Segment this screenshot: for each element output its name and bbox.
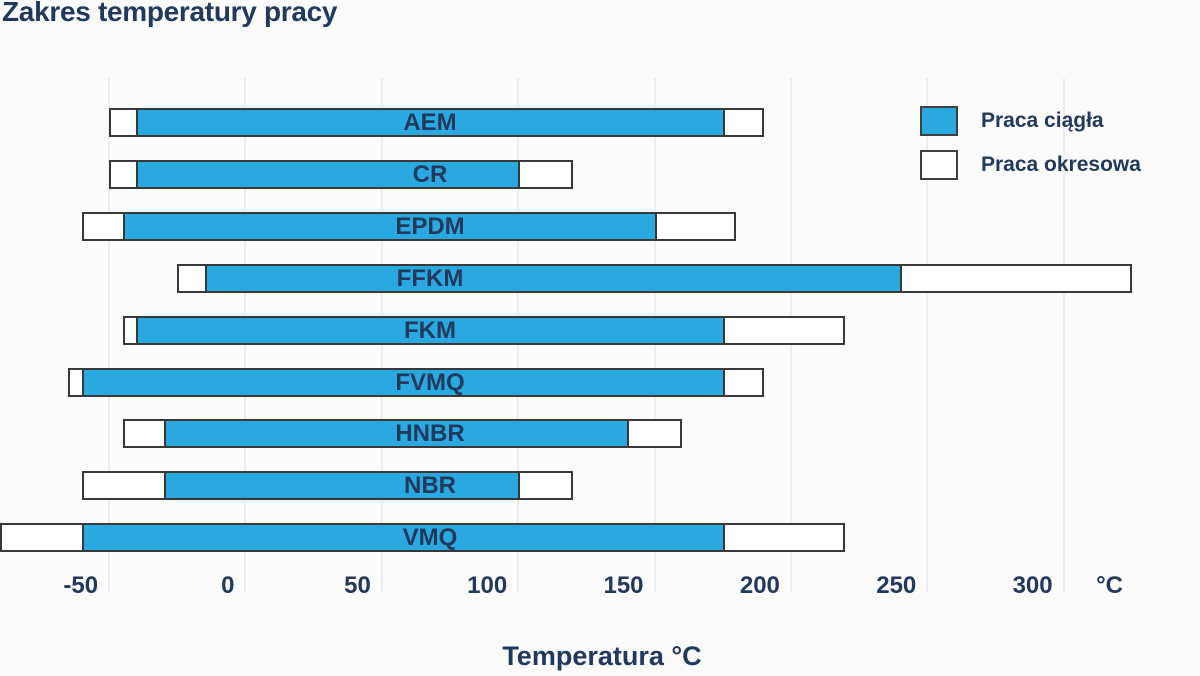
gridline-250	[926, 78, 929, 592]
bar-label-FFKM: FFKM	[396, 264, 464, 292]
bar-intermittent-FVMQ	[68, 367, 764, 397]
legend-label-continuous: Praca ciągła	[981, 109, 1104, 132]
legend-item-intermittent: Praca okresowa	[920, 150, 1141, 180]
bar-label-FKM: FKM	[404, 316, 456, 344]
bar-intermittent-AEM	[109, 108, 764, 137]
tick-label-0: 0	[221, 572, 235, 599]
bar-continuous-AEM	[136, 108, 725, 137]
tick-label-200: 200	[739, 572, 780, 599]
bar-intermittent-VMQ	[0, 523, 846, 553]
bar-intermittent-FFKM	[177, 263, 1132, 293]
bar-continuous-FVMQ	[81, 367, 725, 397]
x-axis-title: Temperatura °C	[502, 641, 702, 671]
bar-continuous-CR	[136, 159, 521, 189]
bar-label-AEM: AEM	[403, 109, 457, 136]
bar-intermittent-HNBR	[122, 419, 682, 449]
bar-continuous-NBR	[163, 471, 521, 501]
legend-item-continuous: Praca ciągła	[920, 106, 1141, 136]
legend-swatch-intermittent	[920, 150, 958, 180]
bar-continuous-FKM	[136, 315, 725, 345]
legend-label-intermittent: Praca okresowa	[981, 153, 1141, 176]
bar-label-VMQ: VMQ	[402, 524, 458, 552]
bar-label-EPDM: EPDM	[395, 212, 465, 240]
gridline--50	[108, 78, 111, 592]
legend: Praca ciągła Praca okresowa	[920, 106, 1141, 194]
gridline-300	[1062, 78, 1065, 592]
bar-label-HNBR: HNBR	[395, 420, 465, 448]
bar-label-FVMQ: FVMQ	[395, 368, 465, 396]
tick-label-50: 50	[344, 572, 371, 599]
bar-intermittent-FKM	[122, 315, 846, 345]
bar-continuous-EPDM	[122, 211, 657, 241]
bar-label-NBR: NBR	[404, 472, 456, 500]
bar-intermittent-EPDM	[81, 211, 737, 241]
chart-title: Zakres temperatury pracy	[2, 0, 338, 27]
bar-continuous-FFKM	[204, 263, 902, 293]
bar-continuous-HNBR	[163, 419, 630, 449]
tick-label-250: 250	[876, 572, 917, 599]
x-axis-unit-label: °C	[1096, 572, 1123, 599]
tick-label-300: 300	[1012, 572, 1053, 599]
tick-label--50: -50	[63, 572, 99, 599]
bar-intermittent-CR	[109, 159, 573, 189]
legend-swatch-continuous	[920, 106, 958, 136]
tick-label-100: 100	[467, 572, 508, 599]
bar-label-CR: CR	[412, 160, 448, 188]
bar-intermittent-NBR	[81, 471, 573, 501]
bar-continuous-VMQ	[81, 523, 725, 553]
tick-label-150: 150	[603, 572, 644, 599]
